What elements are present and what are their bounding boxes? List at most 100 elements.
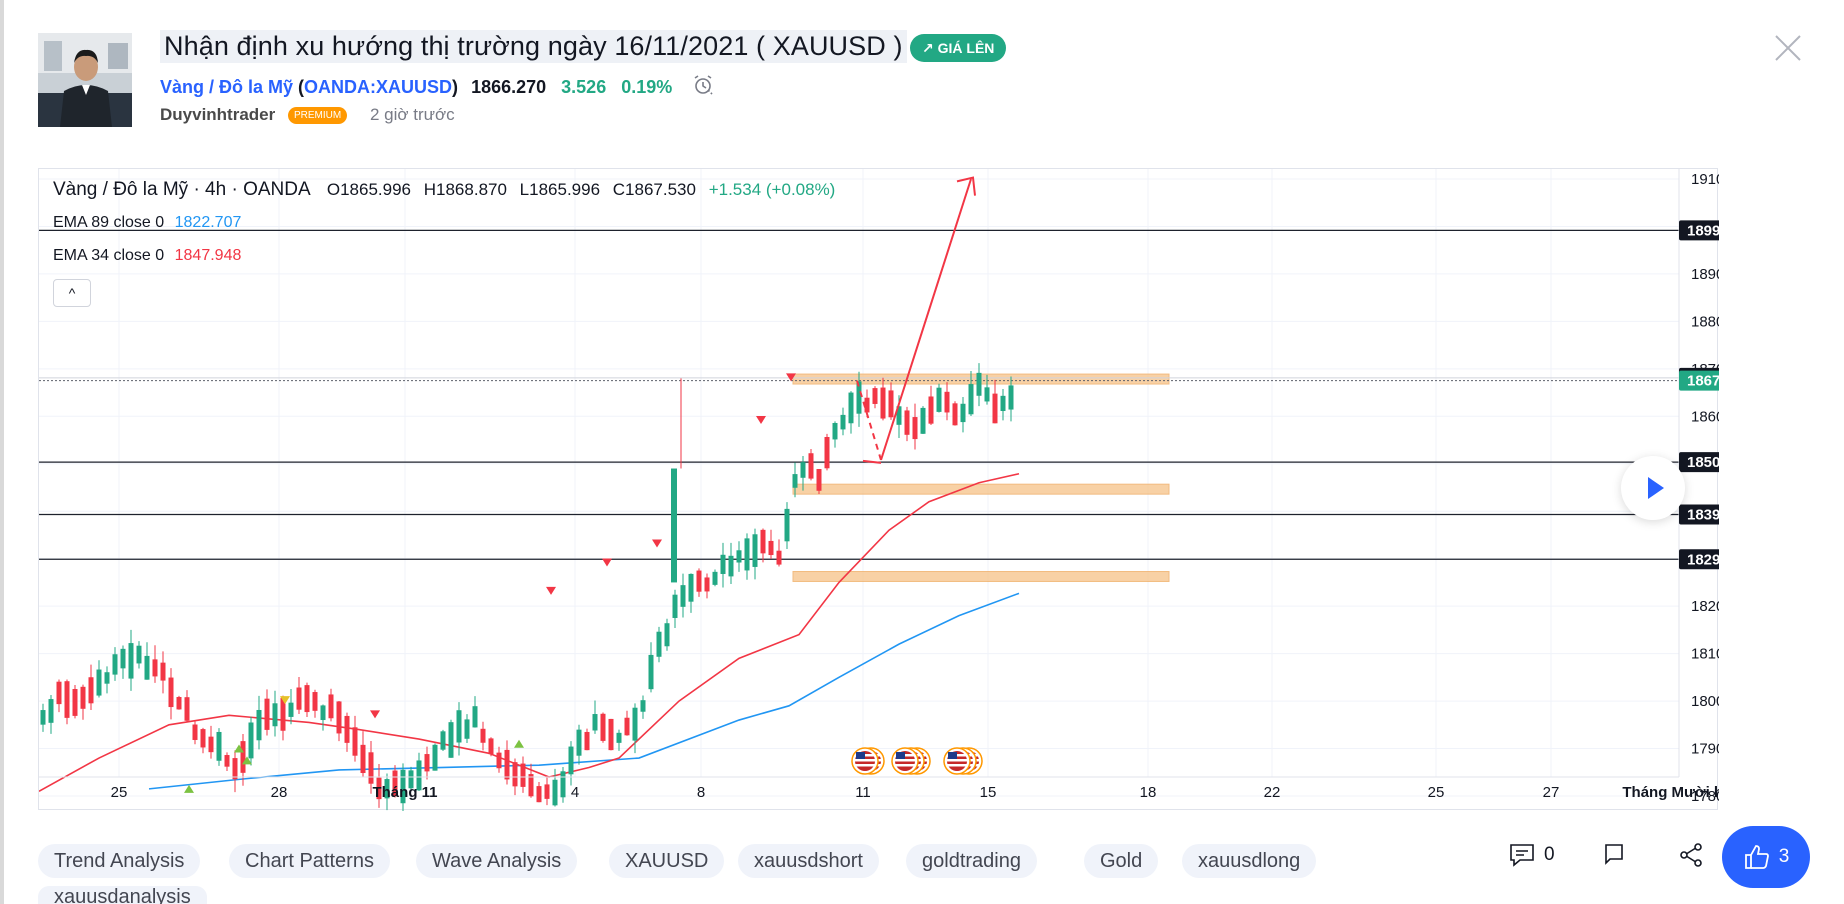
candle-body	[616, 732, 622, 743]
candle-body	[856, 381, 862, 414]
candle-body	[520, 763, 526, 787]
published-time: 2 giờ trước	[369, 105, 455, 124]
tag-wave-analysis[interactable]: Wave Analysis	[416, 844, 578, 878]
author-name[interactable]: Duyvinhtrader	[160, 105, 276, 124]
candle-body	[96, 669, 102, 696]
flag-canton	[948, 752, 957, 759]
tag-xauusdanalysis[interactable]: xauusdanalysis	[38, 886, 207, 904]
candle-body	[640, 700, 646, 712]
like-button[interactable]: 3	[1722, 826, 1810, 888]
ohlc-close: C1867.530	[612, 180, 696, 199]
tag-xauusdshort[interactable]: xauusdshort	[738, 844, 879, 878]
tag-goldtrading[interactable]: goldtrading	[906, 844, 1037, 878]
tag-xauusd[interactable]: XAUUSD	[609, 844, 725, 878]
candle-body	[440, 731, 446, 750]
legend-collapse-button[interactable]: ^	[53, 279, 91, 307]
candle-body	[672, 594, 678, 618]
candle-body	[368, 752, 374, 784]
tag-trend-analysis[interactable]: Trend Analysis	[38, 844, 201, 878]
candle-body	[784, 508, 790, 542]
candle-body	[528, 774, 534, 797]
us-flag-icon	[943, 747, 983, 775]
candle-body	[480, 728, 486, 743]
candle-body	[776, 550, 782, 565]
symbol-info: Vàng / Đô la Mỹ (OANDA:XAUUSD) 1866.270 …	[160, 73, 715, 102]
price-label-box	[1679, 452, 1719, 473]
candle-body	[768, 540, 774, 556]
symbol-ticker-link[interactable]: OANDA:XAUUSD	[304, 77, 453, 97]
candle-body	[960, 403, 966, 423]
time-tick-label: 25	[1428, 784, 1445, 801]
price-tick-label: 1880.000	[1691, 313, 1719, 330]
price-tick-label: 1800.000	[1691, 693, 1719, 710]
candle-body	[320, 705, 326, 721]
report-button[interactable]	[1602, 842, 1626, 868]
time-tick-label: 22	[1264, 784, 1281, 801]
symbol-name-link[interactable]: Vàng / Đô la Mỹ	[160, 77, 294, 97]
tag-xauusdlong[interactable]: xauusdlong	[1182, 844, 1317, 878]
candle-body	[904, 410, 910, 435]
candle-body	[376, 777, 382, 800]
candle-body	[864, 397, 870, 413]
candle-body	[696, 570, 702, 592]
signal-triangle	[652, 539, 662, 548]
ohlc-high: H1868.870	[423, 180, 507, 199]
signal-markers	[184, 373, 796, 793]
chart-container[interactable]: 25 28 Tháng 11 4 8 11 15 18 22 25 27 Tháng Mười hai…	[38, 168, 1719, 811]
forecast-dashed-line	[856, 380, 882, 461]
price-chart[interactable]: 25 28 Tháng 11 4 8 11 15 18 22 25 27 Tháng Mười hai…	[39, 169, 1719, 811]
candle-body	[944, 391, 950, 413]
symbol-open-paren: (	[298, 77, 305, 97]
share-button[interactable]	[1678, 842, 1704, 868]
price-tick-label: 1860.000	[1691, 408, 1719, 425]
candle-body	[648, 654, 654, 690]
candle-body	[728, 555, 734, 577]
candlesticks	[40, 363, 1014, 811]
candle-body	[40, 710, 46, 725]
author-avatar[interactable]	[38, 33, 132, 127]
candle-body	[792, 474, 798, 488]
ema89-label: EMA 89 close 0	[53, 214, 165, 231]
legend-ohlc: O1865.996 H1868.870 L1865.996 C1867.530 …	[327, 180, 843, 199]
candle-body	[160, 662, 166, 681]
candle-body	[120, 648, 126, 669]
candle-body	[600, 713, 606, 741]
time-tick-label: 27	[1543, 784, 1560, 801]
tag-gold[interactable]: Gold	[1084, 844, 1159, 878]
candle-body	[816, 469, 822, 491]
ema89-legend: EMA 89 close 0 1822.707	[53, 214, 241, 232]
flag-canton	[856, 752, 865, 759]
alarm-clock-icon[interactable]	[691, 73, 715, 102]
time-tick-label: 11	[855, 784, 871, 801]
tag-chart-patterns[interactable]: Chart Patterns	[229, 844, 390, 878]
flag-stripe	[947, 759, 967, 762]
candle-body	[496, 752, 502, 769]
candle-body	[224, 755, 230, 767]
candle-body	[128, 643, 134, 679]
candle-body	[152, 659, 158, 677]
candle-body	[536, 786, 542, 803]
candle-body	[232, 758, 238, 780]
comments-button[interactable]: 0	[1508, 842, 1555, 868]
candle-body	[104, 672, 110, 684]
candle-body	[912, 417, 918, 440]
candle-body	[432, 744, 438, 771]
comment-icon	[1510, 844, 1534, 867]
flag-stripe	[947, 764, 967, 767]
candle-body	[568, 746, 574, 775]
symbol-change-percent: 0.19%	[621, 77, 673, 97]
signal-triangle	[280, 696, 290, 705]
play-button[interactable]	[1621, 456, 1685, 520]
candle-body	[48, 699, 54, 723]
close-icon[interactable]	[1772, 32, 1804, 64]
flag-canton	[896, 752, 905, 759]
price-label-text: 1850.354	[1687, 454, 1719, 471]
ema89-value: 1822.707	[174, 214, 242, 231]
comments-count: 0	[1544, 844, 1555, 865]
signal-triangle	[234, 744, 244, 753]
candle-body	[88, 677, 94, 704]
candle-body	[976, 372, 982, 396]
candle-body	[400, 769, 406, 804]
candle-body	[392, 770, 398, 797]
candle-body	[336, 701, 342, 734]
